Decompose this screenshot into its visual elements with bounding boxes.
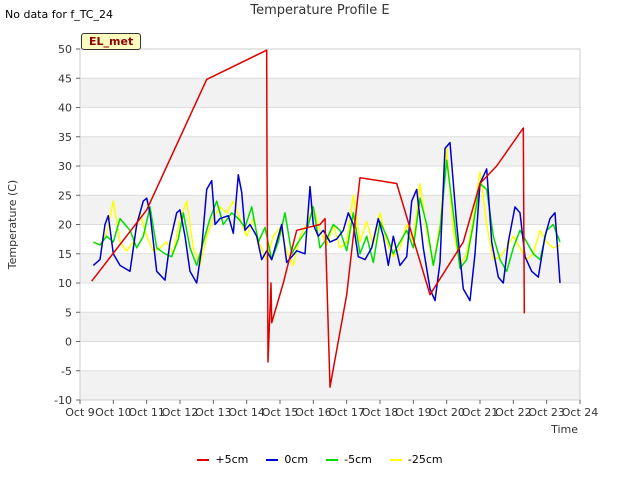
legend-item-minus5cm: -5cm xyxy=(326,453,372,466)
x-tick-label: Oct 18 xyxy=(362,406,399,419)
x-tick-label: Oct 15 xyxy=(262,406,299,419)
grid-band xyxy=(80,78,580,108)
x-tick-label: Oct 19 xyxy=(395,406,432,419)
x-tick-label: Oct 9 xyxy=(65,406,95,419)
legend-label-minus25cm: -25cm xyxy=(407,453,443,466)
x-tick-label: Oct 17 xyxy=(328,406,365,419)
x-tick-label: Oct 12 xyxy=(162,406,199,419)
legend-label-plus5cm: +5cm xyxy=(215,453,249,466)
chart-title: Temperature Profile E xyxy=(250,3,390,18)
y-tick-label: 15 xyxy=(58,248,72,261)
x-tick-label: Oct 13 xyxy=(195,406,232,419)
x-tick-label: Oct 11 xyxy=(128,406,165,419)
series-line-plus5cm xyxy=(91,49,526,388)
y-tick-label: -5 xyxy=(61,365,72,378)
legend-item-minus25cm: -25cm xyxy=(389,453,443,466)
legend-label-minus5cm: -5cm xyxy=(344,453,372,466)
y-axis-label: Temperature (C) xyxy=(6,180,19,270)
legend-swatch-0cm xyxy=(266,458,279,461)
y-tick-label: 30 xyxy=(58,160,72,173)
series-line-minus5cm xyxy=(92,159,561,273)
y-tick-label: 20 xyxy=(58,219,72,232)
legend-swatch-minus5cm xyxy=(326,458,339,461)
y-tick-label: 5 xyxy=(65,306,72,319)
legend-swatch-plus5cm xyxy=(197,458,210,461)
grid-band xyxy=(80,136,580,166)
chart-legend: +5cm 0cm -5cm -25cm xyxy=(0,453,640,466)
site-badge: EL_met xyxy=(81,33,142,50)
y-tick-label: 0 xyxy=(65,336,72,349)
y-tick-label: 25 xyxy=(58,189,72,202)
x-tick-label: Oct 24 xyxy=(562,406,599,419)
x-axis-label: Time xyxy=(550,423,578,436)
x-tick-label: Oct 21 xyxy=(462,406,499,419)
x-tick-label: Oct 20 xyxy=(428,406,465,419)
y-tick-label: 50 xyxy=(58,43,72,56)
x-tick-label: Oct 14 xyxy=(228,406,265,419)
x-tick-label: Oct 16 xyxy=(295,406,332,419)
y-tick-label: 45 xyxy=(58,72,72,85)
legend-swatch-minus25cm xyxy=(389,458,402,461)
series-line-minus25cm xyxy=(92,147,561,267)
grid-band xyxy=(80,312,580,342)
y-tick-label: 10 xyxy=(58,277,72,290)
y-tick-label: 35 xyxy=(58,131,72,144)
legend-item-plus5cm: +5cm xyxy=(197,453,248,466)
y-tick-label: 40 xyxy=(58,102,72,115)
x-tick-label: Oct 10 xyxy=(95,406,132,419)
no-data-note: No data for f_TC_24 xyxy=(5,8,113,21)
legend-label-0cm: 0cm xyxy=(284,453,309,466)
y-tick-label: -10 xyxy=(54,394,72,407)
grid-band xyxy=(80,195,580,225)
legend-item-0cm: 0cm xyxy=(266,453,308,466)
x-tick-label: Oct 22 xyxy=(495,406,532,419)
x-tick-label: Oct 23 xyxy=(528,406,565,419)
